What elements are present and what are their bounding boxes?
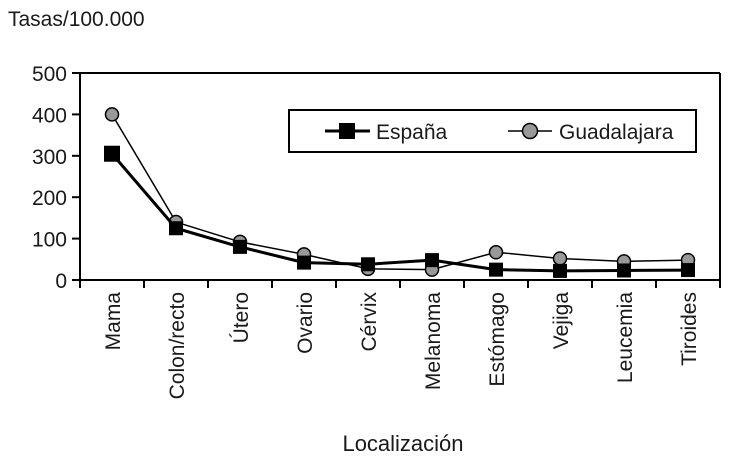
y-tick-label: 300 [32,146,67,169]
plot-area [79,72,721,281]
x-axis-title: Localización [342,431,463,456]
point-espana [297,255,311,270]
point-espana [361,257,375,272]
point-guadalajara [104,107,120,122]
x-tick-label: Estómago [486,292,509,387]
point-espana [169,221,183,236]
x-tick-label: Tiroides [678,292,701,366]
point-espana [425,253,439,268]
x-tick-label: Melanoma [422,292,445,390]
point-espana [553,263,567,278]
y-tick-label: 0 [55,270,67,293]
x-axis: Mama Colon/recto Útero Ovario Cérvix Melanoma… [79,280,721,399]
series-layer [104,107,696,278]
legend-label-espana: España [376,121,448,144]
series-line-espana [110,152,689,273]
point-guadalajara [552,251,568,266]
y-tick-label: 500 [32,63,67,86]
point-espana [617,263,631,278]
point-espana [681,263,695,278]
y-axis-title: Tasas/100.000 [8,8,145,31]
point-espana [233,239,247,254]
x-tick-label: Mama [102,292,125,351]
x-tick-label: Leucemia [614,292,637,383]
x-tick-label: Ovario [294,292,317,354]
x-tick-label: Útero [230,292,253,343]
y-axis: 0 100 200 300 400 500 [32,63,80,293]
x-tick-label: Cérvix [358,292,381,352]
legend-marker-guadalajara [521,122,539,140]
legend-label-guadalajara: Guadalajara [559,121,674,144]
legend-marker-espana [339,123,355,139]
x-tick-label: Vejiga [550,292,573,350]
y-tick-label: 200 [32,187,67,210]
x-tick-label: Colon/recto [166,292,189,399]
point-espana [104,145,120,162]
legend: España Guadalajara [288,109,697,153]
y-tick-label: 400 [32,104,67,127]
point-espana [489,262,503,277]
series-line-guadalajara [111,114,689,271]
point-guadalajara [488,245,504,260]
y-tick-label: 100 [32,229,67,252]
